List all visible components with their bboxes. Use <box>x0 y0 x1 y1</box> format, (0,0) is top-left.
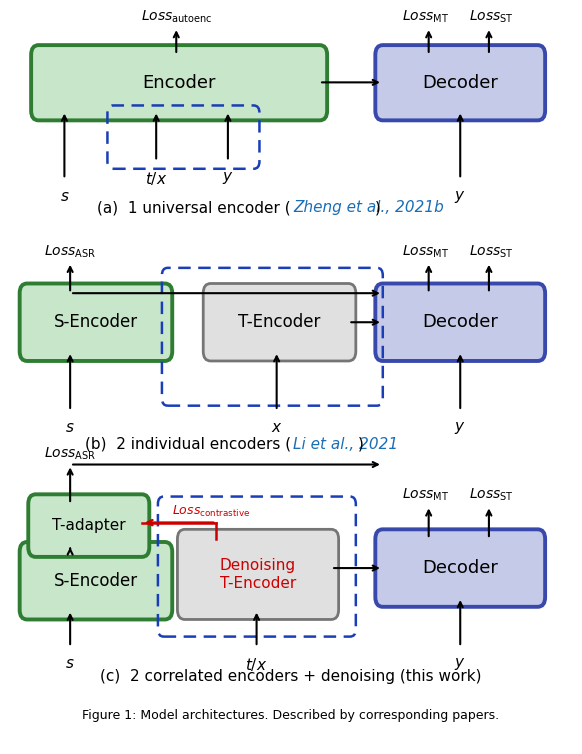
Text: Figure 1: Model architectures. Described by corresponding papers.: Figure 1: Model architectures. Described… <box>83 709 499 722</box>
Text: $s$: $s$ <box>65 656 75 671</box>
Text: $Loss_{\mathrm{MT}}$: $Loss_{\mathrm{MT}}$ <box>402 8 449 25</box>
Text: $Loss_{\mathrm{contrastive}}$: $Loss_{\mathrm{contrastive}}$ <box>172 504 250 519</box>
Text: $s$: $s$ <box>65 420 75 435</box>
Text: T-adapter: T-adapter <box>52 518 126 533</box>
Text: $Loss_{\mathrm{ST}}$: $Loss_{\mathrm{ST}}$ <box>470 487 514 503</box>
FancyBboxPatch shape <box>178 529 339 620</box>
Text: ): ) <box>375 200 381 215</box>
FancyBboxPatch shape <box>29 495 150 557</box>
FancyBboxPatch shape <box>375 529 545 607</box>
Text: S-Encoder: S-Encoder <box>54 572 138 590</box>
Text: $y$: $y$ <box>455 656 466 672</box>
Text: $t/x$: $t/x$ <box>145 170 168 187</box>
Text: $Loss_{\mathrm{ASR}}$: $Loss_{\mathrm{ASR}}$ <box>44 446 96 462</box>
Text: Encoder: Encoder <box>143 74 216 92</box>
Text: Denoising
T-Encoder: Denoising T-Encoder <box>220 558 296 590</box>
Text: $Loss_{\mathrm{ST}}$: $Loss_{\mathrm{ST}}$ <box>470 244 514 259</box>
Text: $Loss_{\mathrm{autoenc}}$: $Loss_{\mathrm{autoenc}}$ <box>141 8 212 25</box>
Text: $y$: $y$ <box>455 189 466 205</box>
Text: Li et al., 2021: Li et al., 2021 <box>293 437 399 452</box>
Text: (c)  2 correlated encoders + denoising (this work): (c) 2 correlated encoders + denoising (t… <box>100 670 482 685</box>
Text: $s$: $s$ <box>59 189 69 204</box>
FancyBboxPatch shape <box>203 284 356 361</box>
Text: $t/x$: $t/x$ <box>246 656 268 673</box>
FancyBboxPatch shape <box>20 542 172 620</box>
Text: $y$: $y$ <box>222 170 234 186</box>
Text: Zheng et al., 2021b: Zheng et al., 2021b <box>293 200 444 215</box>
Text: $Loss_{\mathrm{MT}}$: $Loss_{\mathrm{MT}}$ <box>402 244 449 259</box>
Text: T-Encoder: T-Encoder <box>239 313 321 331</box>
Text: Decoder: Decoder <box>423 313 498 331</box>
Text: $y$: $y$ <box>455 420 466 436</box>
Text: ): ) <box>357 437 363 452</box>
Text: $x$: $x$ <box>271 420 282 435</box>
Text: $Loss_{\mathrm{MT}}$: $Loss_{\mathrm{MT}}$ <box>402 487 449 503</box>
FancyBboxPatch shape <box>31 45 327 121</box>
Text: $Loss_{\mathrm{ST}}$: $Loss_{\mathrm{ST}}$ <box>470 8 514 25</box>
FancyBboxPatch shape <box>20 284 172 361</box>
Text: Decoder: Decoder <box>423 559 498 577</box>
Text: (b)  2 individual encoders (: (b) 2 individual encoders ( <box>85 437 291 452</box>
Text: $Loss_{\mathrm{ASR}}$: $Loss_{\mathrm{ASR}}$ <box>44 244 96 259</box>
Text: S-Encoder: S-Encoder <box>54 313 138 331</box>
Text: Decoder: Decoder <box>423 74 498 92</box>
FancyBboxPatch shape <box>375 45 545 121</box>
Text: (a)  1 universal encoder (: (a) 1 universal encoder ( <box>97 200 291 215</box>
FancyBboxPatch shape <box>375 284 545 361</box>
